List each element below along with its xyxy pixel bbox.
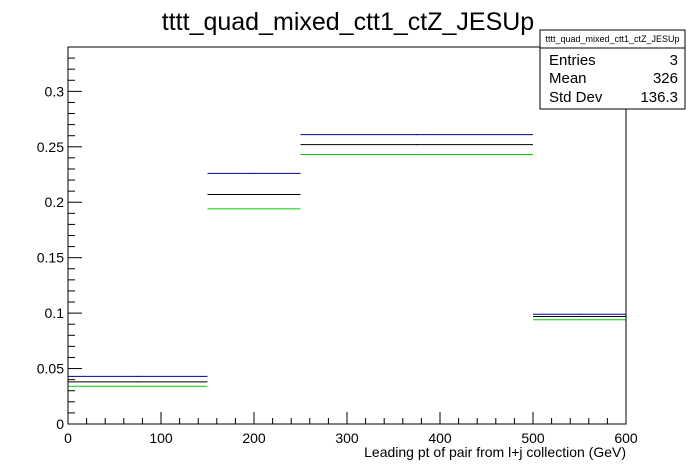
y-tick-label: 0.2 <box>45 194 65 210</box>
stats-box-frame <box>539 29 686 110</box>
x-tick-label: 100 <box>149 430 173 446</box>
stats-stddev-value: 136.3 <box>640 89 678 106</box>
y-tick-label: 0.05 <box>37 361 64 377</box>
stats-box: tttt_quad_mixed_ctt1_ctZ_JESUp Entries 3… <box>539 29 686 110</box>
stats-mean-value: 326 <box>653 70 678 87</box>
y-tick-label: 0 <box>56 416 64 432</box>
stats-entries-label: Entries <box>549 52 596 69</box>
chart-title: tttt_quad_mixed_ctt1_ctZ_JESUp <box>162 8 534 36</box>
y-axis: 0 0.05 0.1 0.15 0.2 0.25 0.3 <box>37 46 82 432</box>
stats-entries-value: 3 <box>670 52 678 69</box>
y-tick-label: 0.1 <box>45 305 65 321</box>
x-tick-label: 200 <box>242 430 266 446</box>
y-tick-label: 0.25 <box>37 139 64 155</box>
stats-box-title: tttt_quad_mixed_ctt1_ctZ_JESUp <box>545 34 679 44</box>
x-tick-label: 500 <box>521 430 545 446</box>
y-tick-label: 0.15 <box>37 250 64 266</box>
x-tick-label: 600 <box>614 430 638 446</box>
x-axis-label: Leading pt of pair from l+j collection (… <box>364 444 626 460</box>
stats-mean-label: Mean <box>549 70 587 87</box>
x-tick-label: 300 <box>335 430 359 446</box>
stats-stddev-label: Std Dev <box>549 89 603 106</box>
histogram-marks <box>68 134 626 387</box>
x-tick-label: 400 <box>428 430 452 446</box>
y-tick-label: 0.3 <box>45 83 65 99</box>
x-axis: 0 100 200 300 400 500 600 <box>64 412 638 446</box>
x-tick-label: 0 <box>64 430 72 446</box>
